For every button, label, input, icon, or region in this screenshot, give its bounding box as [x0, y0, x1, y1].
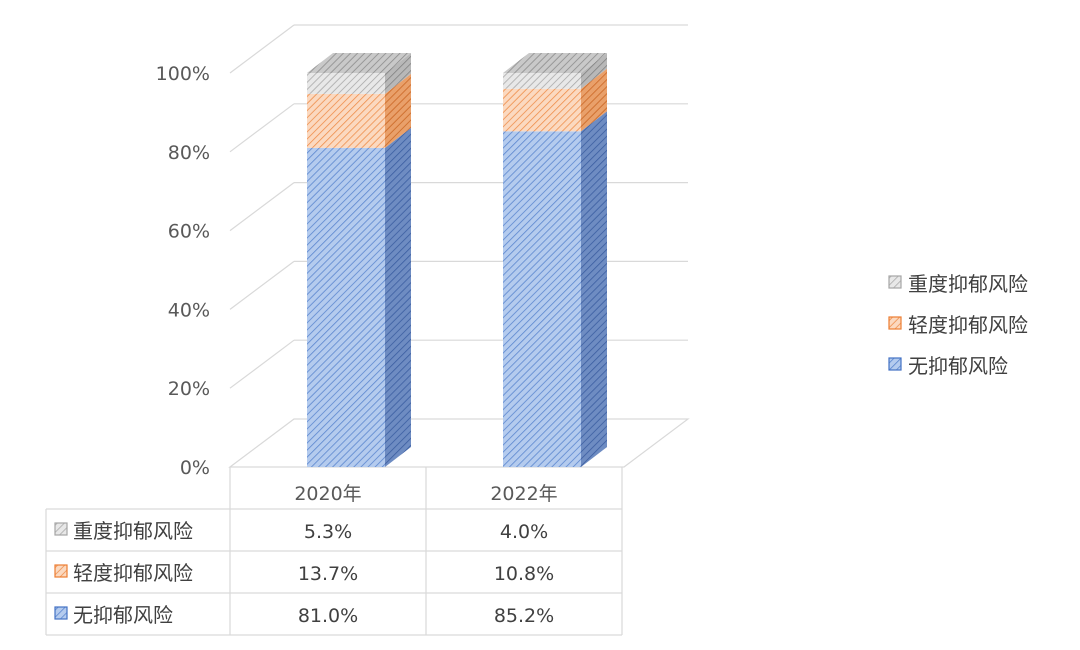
table-legend-key: [54, 522, 68, 536]
legend-label: 无抑郁风险: [908, 354, 1008, 378]
bars: [307, 53, 607, 468]
bar-side-2: [385, 73, 411, 148]
bar-front-1: [307, 147, 385, 468]
bar-front-2: [307, 93, 385, 148]
bar-front-1: [503, 131, 581, 467]
gridlines: [229, 24, 688, 389]
table-row-label: 重度抑郁风险: [73, 519, 193, 543]
chart-walls: [228, 418, 690, 468]
bar-side-3: [385, 53, 411, 94]
table-cell: 10.8%: [494, 563, 554, 585]
table-row-label: 无抑郁风险: [73, 603, 173, 627]
y-axis: 0% 20% 40% 60% 80% 100%: [156, 63, 210, 479]
legend-label: 重度抑郁风险: [908, 272, 1028, 296]
bar-side-2: [581, 68, 607, 132]
y-tick-label: 40%: [168, 299, 210, 321]
bar-top: [503, 53, 607, 73]
gridline-side: [229, 24, 295, 74]
gridline-side: [229, 260, 295, 310]
table-cell: 85.2%: [494, 605, 554, 627]
bar-top: [307, 53, 411, 73]
y-tick-label: 100%: [156, 63, 210, 85]
y-tick-label: 60%: [168, 221, 210, 243]
legend-key: [888, 357, 902, 371]
chart-floor: [228, 418, 690, 468]
legend-label: 轻度抑郁风险: [908, 313, 1028, 337]
bar-front-3: [503, 73, 581, 89]
table-legend-key: [54, 606, 68, 620]
table-legend-key: [54, 564, 68, 578]
bar-side-1: [581, 111, 607, 467]
table-cell: 5.3%: [304, 521, 352, 543]
legend-key: [888, 316, 902, 330]
table-header-2020年: 2020年: [294, 483, 361, 505]
table-cell: 81.0%: [298, 605, 358, 627]
table-row-label: 轻度抑郁风险: [73, 561, 193, 585]
gridline-side: [229, 103, 295, 153]
bar-front-2: [503, 88, 581, 132]
y-tick-label: 80%: [168, 142, 210, 164]
legend-key: [888, 275, 902, 289]
y-tick-label: 20%: [168, 378, 210, 400]
bar-side-3: [581, 53, 607, 89]
table-cell: 13.7%: [298, 563, 358, 585]
table-cell: 4.0%: [500, 521, 548, 543]
table-header-2022年: 2022年: [490, 483, 557, 505]
bar-side-1: [385, 127, 411, 468]
gridline-side: [229, 182, 295, 232]
bar-front-3: [307, 73, 385, 94]
y-tick-label: 0%: [180, 457, 210, 479]
gridline-side: [229, 339, 295, 389]
